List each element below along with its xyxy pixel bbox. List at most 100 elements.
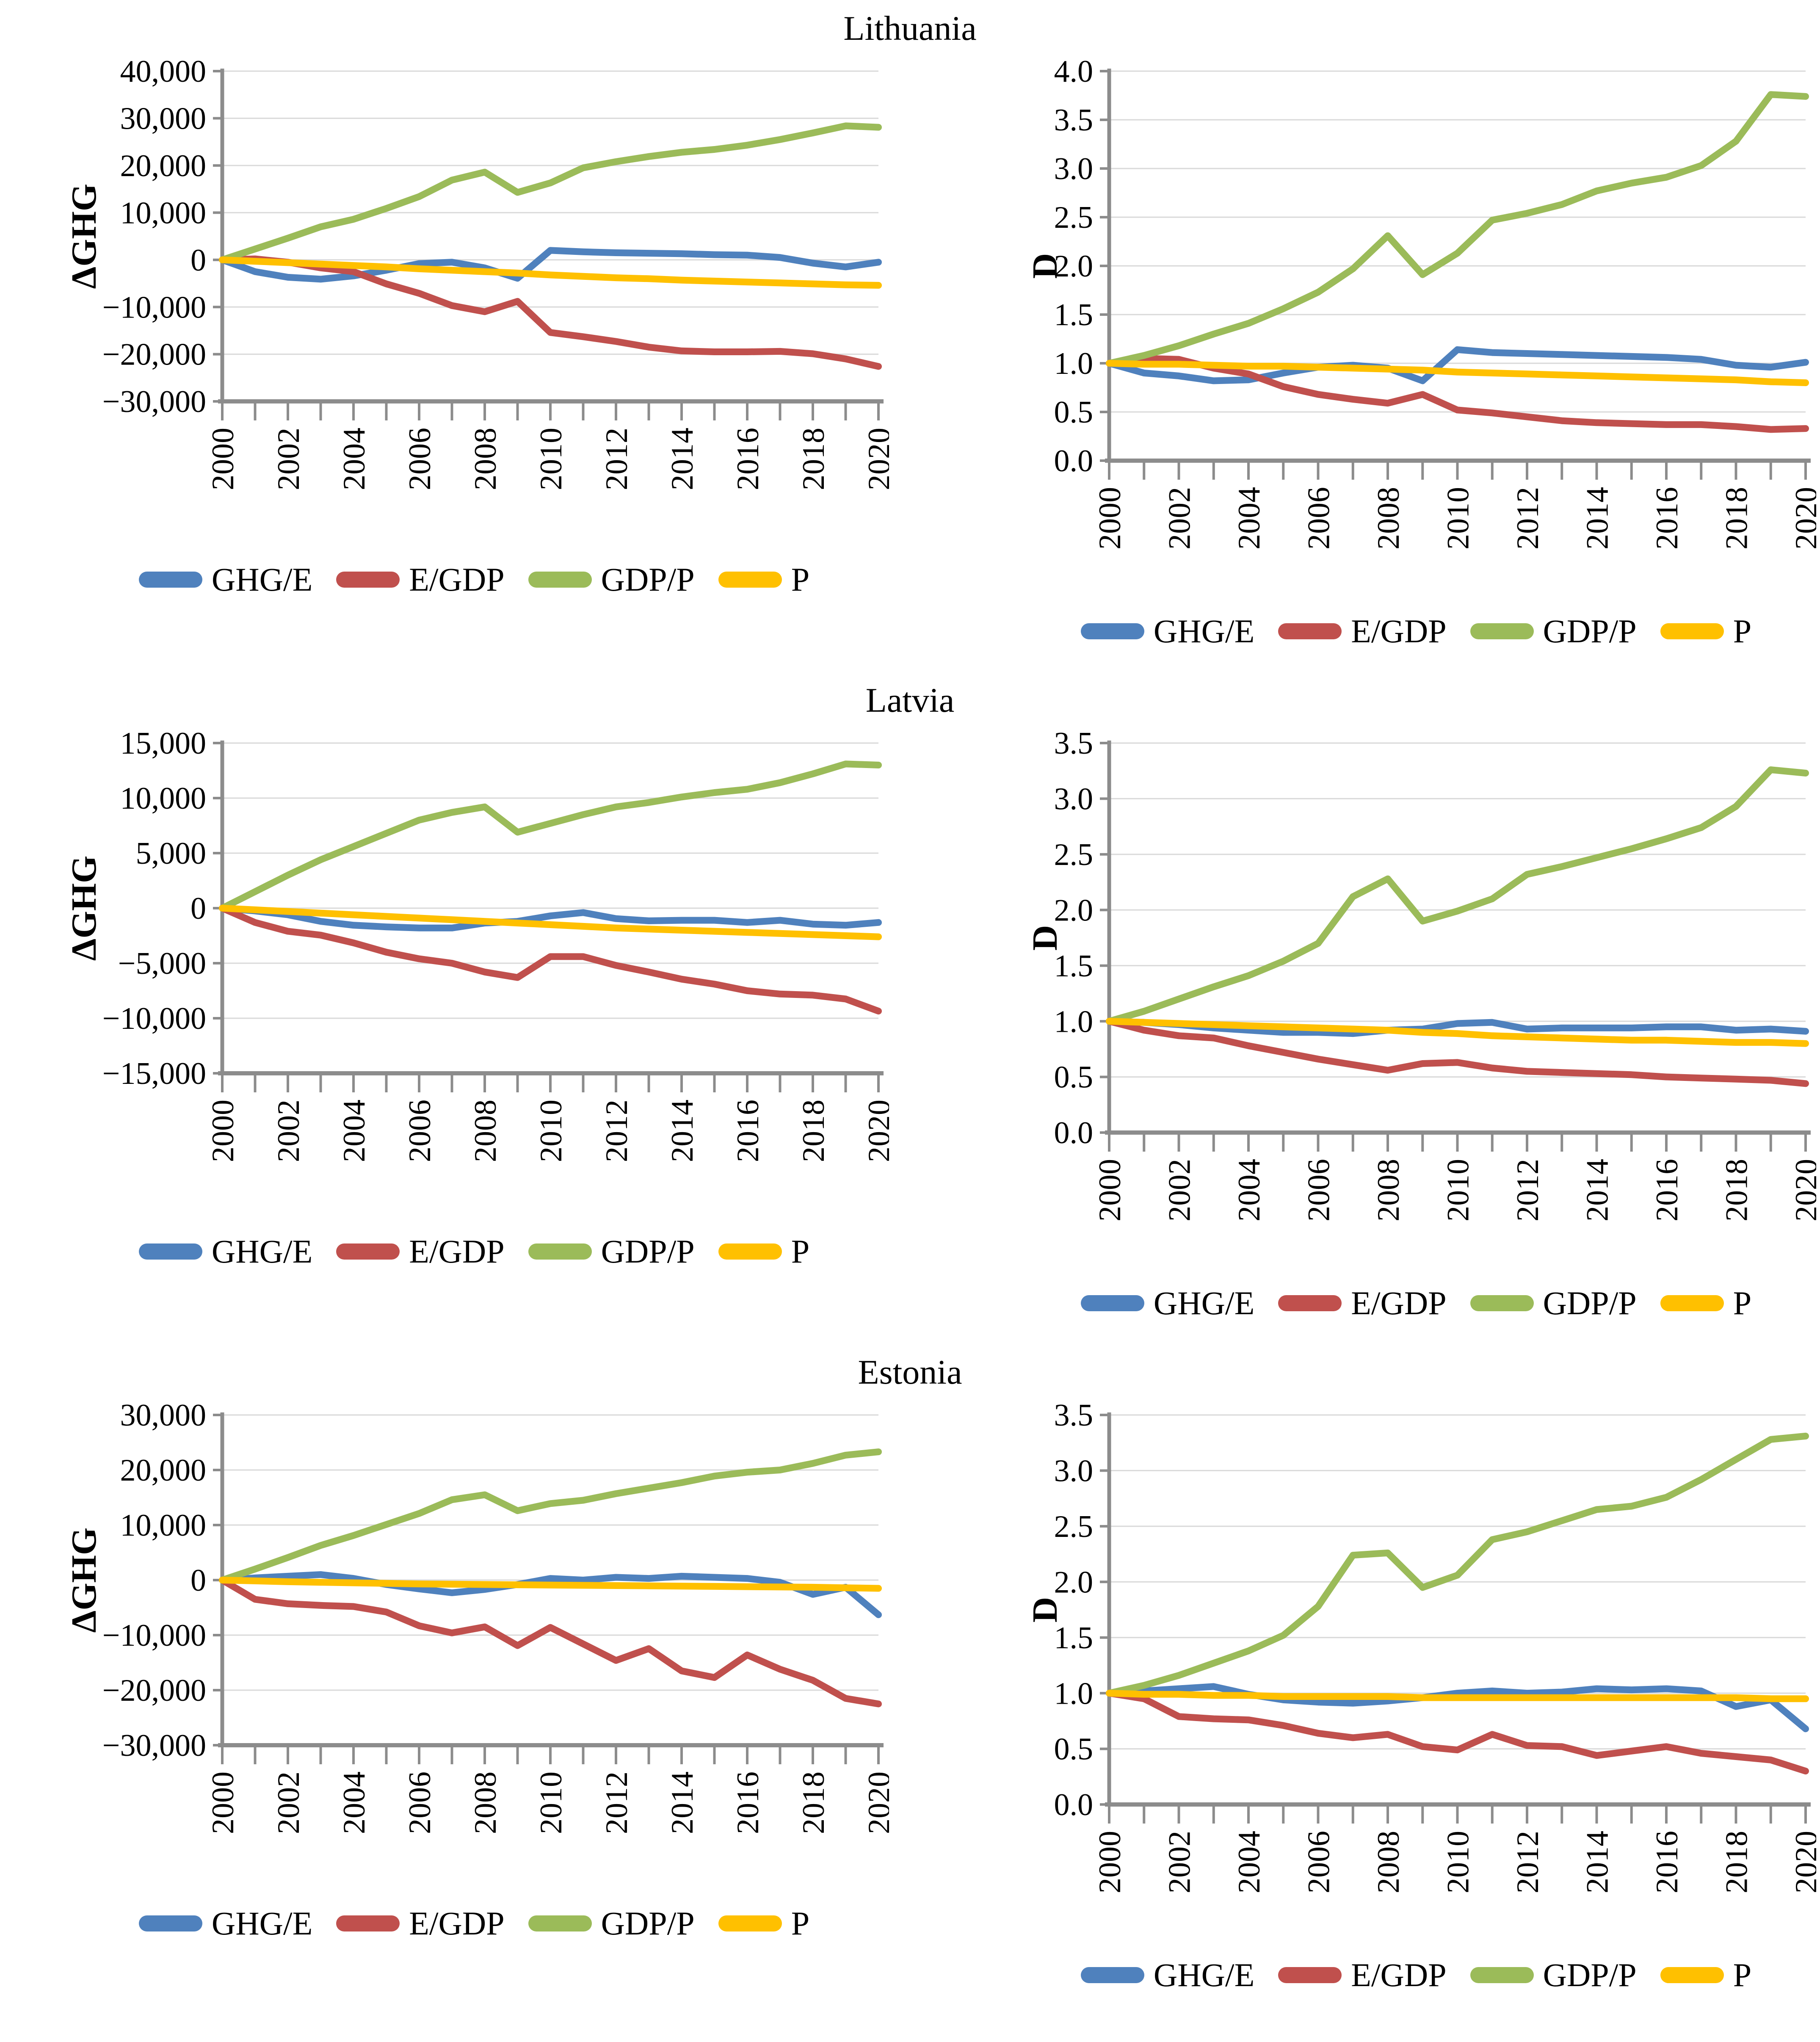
legend-swatch-e-gdp-icon bbox=[1278, 1295, 1342, 1312]
x-tick-label: 2014 bbox=[665, 428, 700, 490]
y-tick-label: 10,000 bbox=[120, 196, 207, 231]
series-line-e-gdp bbox=[1106, 1690, 1809, 1775]
x-tick-label: 2020 bbox=[1789, 487, 1816, 550]
x-tick-label: 2010 bbox=[534, 1771, 569, 1834]
legend-swatch-p-icon bbox=[718, 572, 782, 588]
series-line-gdp-p bbox=[1106, 766, 1809, 1025]
legend-item-p: P bbox=[718, 1235, 809, 1268]
x-tick-label: 2016 bbox=[731, 428, 765, 490]
x-tick-label: 2018 bbox=[796, 1100, 831, 1162]
legend-label-e-gdp: E/GDP bbox=[409, 1905, 505, 1942]
legend-item-ghg-e: GHG/E bbox=[1080, 1959, 1254, 1992]
legend-swatch-gdp-p-icon bbox=[528, 572, 592, 588]
x-tick-label: 2008 bbox=[468, 428, 503, 490]
y-axis-title: ΔGHG bbox=[64, 1528, 104, 1633]
chart-plot-lithuania-index: 0.0 0.5 1.0 1.5 2.0 2.5 3.0 3.5 4.0 2000 2002 2004 2… bbox=[1016, 58, 1816, 600]
charts-row-estonia: −30,000 −20,000 −10,000 0 10,000 20,000 30,000… bbox=[0, 1402, 1820, 1992]
series-line-ghg-e bbox=[1106, 346, 1809, 384]
legend-item-gdp-p: GDP/P bbox=[1470, 1959, 1637, 1992]
series-line-e-gdp bbox=[219, 905, 882, 1015]
y-axis-title: D bbox=[1025, 1597, 1065, 1623]
estonia-delta-svg: −30,000 −20,000 −10,000 0 10,000 20,000 30,000… bbox=[64, 1402, 889, 1834]
legend-item-p: P bbox=[718, 1907, 809, 1940]
series-line-gdp-p bbox=[219, 1448, 882, 1584]
y-tick-label: 0.0 bbox=[1054, 444, 1094, 478]
y-tick-label: 1.0 bbox=[1054, 1676, 1094, 1711]
series-line-e-gdp bbox=[1106, 1018, 1809, 1087]
y-tick-label: 0.5 bbox=[1054, 395, 1094, 430]
y-tick-label: 0.0 bbox=[1054, 1116, 1094, 1150]
series-line-gdp-p bbox=[1106, 1433, 1809, 1697]
x-tick-label: 2004 bbox=[1232, 1831, 1267, 1893]
legend-label-ghg-e: GHG/E bbox=[1153, 1285, 1255, 1322]
x-tick-label: 2020 bbox=[1789, 1159, 1816, 1221]
x-tick-label: 2018 bbox=[1720, 487, 1754, 550]
section-estonia: Estonia −30,000 −20,000 −10,000 0 10,000 20,0… bbox=[0, 1353, 1820, 2042]
x-tick-label: 2010 bbox=[1441, 1159, 1476, 1221]
x-tick-label: 2010 bbox=[1441, 1831, 1476, 1893]
y-tick-label: 1.5 bbox=[1054, 1621, 1094, 1655]
legend-item-p: P bbox=[1660, 615, 1751, 648]
legend-label-p: P bbox=[791, 561, 810, 598]
y-tick-label: 1.5 bbox=[1054, 949, 1094, 984]
legend-estonia-delta: GHG/E E/GDP GDP/P P bbox=[59, 1907, 889, 1940]
x-tick-label: 2010 bbox=[534, 428, 569, 490]
legend-swatch-gdp-p-icon bbox=[1470, 1295, 1534, 1312]
chart-plot-latvia-delta: −15,000 −10,000 −5,000 0 5,000 10,000 15,000 20… bbox=[59, 730, 889, 1217]
legend-label-e-gdp: E/GDP bbox=[1351, 1285, 1447, 1322]
x-tick-label: 2002 bbox=[1163, 1831, 1197, 1893]
y-tick-label: −20,000 bbox=[102, 337, 206, 372]
legend-label-gdp-p: GDP/P bbox=[601, 1233, 695, 1270]
legend-swatch-p-icon bbox=[718, 1243, 782, 1260]
legend-item-e-gdp: E/GDP bbox=[336, 1235, 505, 1268]
y-tick-label: 2.5 bbox=[1054, 200, 1094, 235]
x-tick-label: 2004 bbox=[1232, 1159, 1267, 1221]
legend-swatch-p-icon bbox=[1660, 1295, 1724, 1312]
legend-label-p: P bbox=[791, 1233, 810, 1270]
chart-latvia-d-index: 0.0 0.5 1.0 1.5 2.0 2.5 3.0 3.5 2000 2002 2004 2006… bbox=[1016, 730, 1816, 1320]
x-tick-label: 2020 bbox=[862, 428, 889, 490]
x-tick-label: 2020 bbox=[862, 1771, 889, 1834]
section-lithuania: Lithuania −30,000 −20,000 −10,000 0 10,000 20… bbox=[0, 9, 1820, 672]
x-tick-label: 2012 bbox=[1511, 487, 1545, 550]
y-tick-label: 20,000 bbox=[120, 1453, 207, 1488]
legend-item-gdp-p: GDP/P bbox=[528, 1907, 695, 1940]
legend-swatch-p-icon bbox=[1660, 623, 1724, 640]
x-tick-label: 2004 bbox=[337, 428, 372, 490]
x-tick-label: 2018 bbox=[1720, 1831, 1754, 1893]
x-tick-label: 2004 bbox=[337, 1100, 372, 1162]
series-line-e-gdp bbox=[1106, 355, 1809, 433]
x-tick-label: 2018 bbox=[796, 1771, 831, 1834]
lithuania-delta-svg: −30,000 −20,000 −10,000 0 10,000 20,000 30,000… bbox=[64, 58, 889, 490]
legend-item-p: P bbox=[718, 563, 809, 596]
x-tick-label: 2016 bbox=[1650, 1831, 1685, 1893]
legend-item-gdp-p: GDP/P bbox=[528, 1235, 695, 1268]
x-tick-label: 2000 bbox=[206, 1100, 240, 1162]
y-tick-label: −30,000 bbox=[102, 1728, 206, 1763]
x-tick-label: 2014 bbox=[1580, 1159, 1615, 1221]
chart-estonia-delta-ghg: −30,000 −20,000 −10,000 0 10,000 20,000 30,000… bbox=[59, 1402, 889, 1940]
y-tick-label: 10,000 bbox=[120, 781, 207, 816]
y-tick-label: 2.0 bbox=[1054, 1565, 1094, 1600]
legend-swatch-e-gdp-icon bbox=[336, 1243, 400, 1260]
legend-swatch-e-gdp-icon bbox=[1278, 1967, 1342, 1984]
x-tick-label: 2002 bbox=[271, 1771, 306, 1834]
y-tick-label: 3.5 bbox=[1054, 730, 1094, 761]
chart-title-lithuania: Lithuania bbox=[843, 9, 977, 47]
y-tick-label: 20,000 bbox=[120, 149, 207, 183]
legend-item-gdp-p: GDP/P bbox=[1470, 615, 1637, 648]
legend-label-e-gdp: E/GDP bbox=[1351, 1956, 1447, 1994]
x-tick-label: 2014 bbox=[1580, 487, 1615, 550]
x-tick-label: 2006 bbox=[403, 1100, 437, 1162]
x-tick-label: 2014 bbox=[1580, 1831, 1615, 1893]
latvia-delta-svg: −15,000 −10,000 −5,000 0 5,000 10,000 15,000 20… bbox=[64, 730, 889, 1162]
y-tick-label: 2.0 bbox=[1054, 893, 1094, 928]
series-line-ghg-e bbox=[1106, 1683, 1809, 1733]
y-tick-label: 30,000 bbox=[120, 1402, 207, 1433]
x-tick-label: 2010 bbox=[534, 1100, 569, 1162]
y-tick-label: 3.5 bbox=[1054, 1402, 1094, 1433]
legend-latvia-index: GHG/E E/GDP GDP/P P bbox=[1016, 1287, 1816, 1320]
y-tick-label: 3.5 bbox=[1054, 103, 1094, 138]
legend-swatch-e-gdp-icon bbox=[336, 572, 400, 588]
chart-title-latvia: Latvia bbox=[865, 681, 955, 719]
